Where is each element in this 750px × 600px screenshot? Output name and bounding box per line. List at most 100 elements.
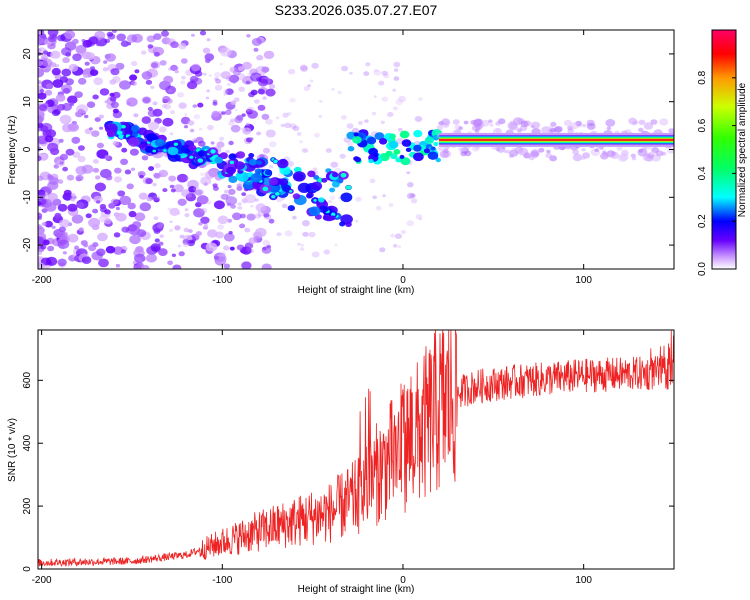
heatmap-blob	[96, 43, 100, 47]
heatmap-blob	[168, 89, 173, 93]
heatmap-blob	[203, 72, 207, 76]
heatmap-blob	[286, 111, 292, 116]
heatmap-blob	[145, 178, 153, 185]
heatmap-blob	[183, 227, 189, 233]
x-tick-label: -100	[212, 575, 232, 586]
heatmap-blob	[237, 183, 244, 188]
heatmap-blob	[127, 137, 140, 147]
heatmap-blob	[121, 249, 126, 254]
heatmap-blob	[238, 86, 245, 92]
heatmap-blob	[197, 158, 204, 163]
heatmap-blob	[254, 99, 260, 104]
heatmap-blob	[219, 47, 232, 57]
heatmap-blob	[339, 153, 346, 159]
heatmap-blob	[153, 51, 160, 57]
heatmap-blob	[300, 65, 308, 72]
heatmap-blob	[153, 197, 160, 203]
heatmap-blob	[399, 130, 410, 139]
heatmap-blob	[184, 208, 189, 212]
heatmap-blob	[397, 127, 403, 132]
heatmap-blob	[368, 159, 374, 164]
heatmap-blob	[92, 159, 99, 164]
heatmap-blob	[112, 76, 121, 83]
heatmap-blob	[115, 206, 120, 211]
heatmap-blob	[185, 192, 192, 198]
heatmap-blob	[47, 142, 59, 152]
heatmap-blob	[256, 54, 264, 61]
heatmap-blob	[177, 212, 181, 215]
heatmap-blob	[55, 94, 66, 102]
heatmap-blob	[309, 79, 314, 83]
heatmap-blob	[244, 194, 257, 204]
heatmap-blob	[302, 220, 310, 227]
heatmap-blob	[523, 152, 532, 159]
heatmap-blob	[228, 120, 235, 126]
heatmap-blob	[206, 200, 212, 205]
heatmap-blob	[57, 179, 64, 184]
heatmap-blob	[57, 258, 67, 267]
heatmap-blob	[263, 50, 275, 60]
heatmap-blob	[220, 71, 231, 80]
heatmap-blob	[169, 184, 175, 189]
heatmap-blob	[530, 149, 540, 157]
heatmap-blob	[230, 204, 236, 209]
heatmap-blob	[605, 119, 616, 127]
heatmap-blob	[280, 123, 286, 128]
heatmap-blob	[495, 128, 501, 133]
heatmap-blob	[311, 251, 320, 258]
heatmap-blob	[273, 159, 279, 164]
heatmap-blob	[228, 153, 237, 160]
heatmap-blob	[318, 115, 322, 118]
heatmap-blob	[650, 119, 658, 125]
x-tick-label: -100	[212, 275, 232, 286]
heatmap-blob	[284, 230, 293, 237]
heatmap-blob	[57, 203, 68, 212]
heatmap-blob	[104, 218, 112, 225]
heatmap-blob	[96, 142, 104, 149]
heatmap-blob	[57, 34, 66, 42]
heatmap-blob	[115, 263, 121, 268]
heatmap-blob	[141, 155, 149, 161]
heatmap-blob	[248, 158, 258, 166]
heatmap-blob	[256, 131, 262, 136]
heatmap-blob	[141, 71, 153, 80]
heatmap-blob	[433, 141, 439, 147]
heatmap-blob	[47, 192, 58, 201]
heatmap-blob	[392, 106, 398, 111]
heatmap-blob	[314, 132, 320, 138]
heatmap-blob	[303, 148, 309, 153]
heatmap-blob	[646, 152, 655, 159]
heatmap-blob	[427, 151, 439, 160]
heatmap-blob	[254, 227, 267, 238]
heatmap-blob	[117, 130, 123, 135]
heatmap-blob	[257, 78, 269, 87]
heatmap-blob	[193, 208, 205, 218]
heatmap-blob	[158, 172, 164, 177]
heatmap-blob	[397, 245, 401, 248]
heatmap-blob	[287, 205, 295, 212]
heatmap-blob	[347, 146, 355, 152]
heatmap-blob	[619, 153, 629, 161]
heatmap-blob	[331, 88, 335, 91]
heatmap-blob	[172, 65, 179, 71]
heatmap-blob	[393, 149, 401, 155]
heatmap-blob	[200, 207, 208, 214]
heatmap-blob	[119, 195, 132, 206]
heatmap-blob	[227, 218, 233, 223]
heatmap-blob	[141, 116, 151, 124]
heatmap-blob	[127, 224, 138, 232]
heatmap-blob	[195, 231, 202, 236]
heatmap-blob	[317, 178, 323, 183]
heatmap-blob	[112, 108, 119, 114]
heatmap-blob	[411, 193, 416, 197]
heatmap-blob	[509, 154, 514, 158]
heatmap-blob	[114, 167, 122, 174]
heatmap-band	[439, 139, 674, 141]
heatmap-blob	[133, 113, 139, 118]
heatmap-blob	[162, 188, 168, 193]
heatmap-blob	[88, 217, 101, 228]
snr-frame	[37, 329, 675, 570]
heatmap-blob	[211, 110, 220, 118]
heatmap-blob	[257, 212, 263, 217]
